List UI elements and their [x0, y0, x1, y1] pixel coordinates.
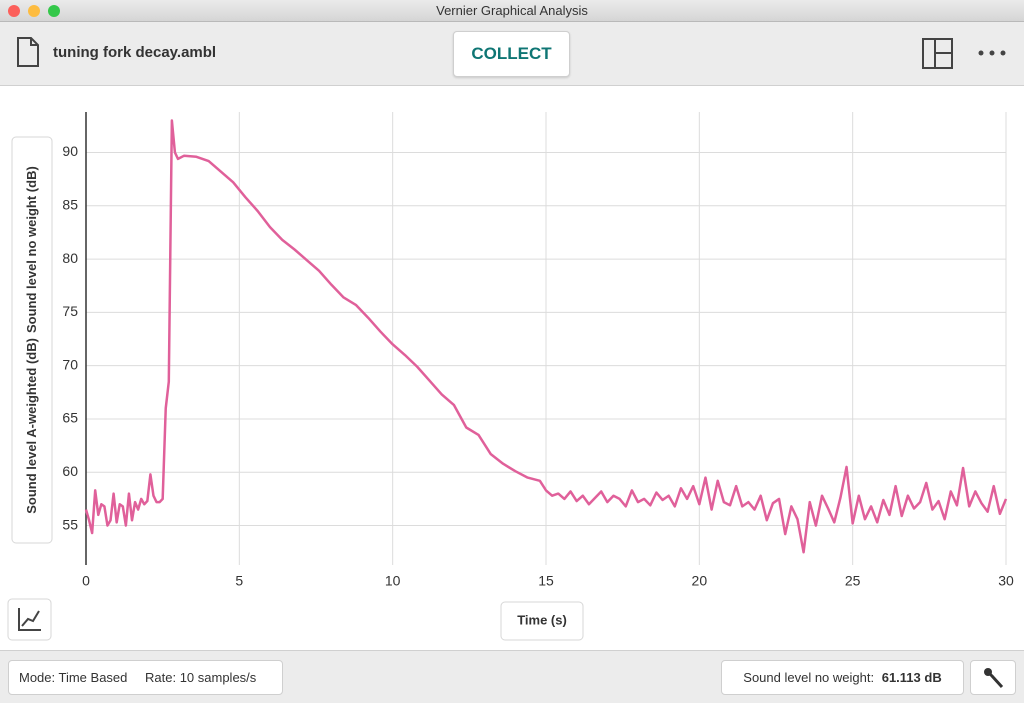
graph-options-icon — [18, 608, 41, 631]
y-tick-label: 60 — [62, 463, 78, 479]
chart: Sound level A-weighted (dB) Sound level n… — [7, 112, 1014, 641]
x-tick-label: 30 — [998, 573, 1014, 589]
meter-box[interactable]: Sound level no weight: 61.113 dB — [721, 660, 964, 695]
y-tick-label: 65 — [62, 410, 78, 426]
x-axis-label: Time (s) — [517, 612, 567, 627]
zoom-button[interactable] — [48, 5, 60, 17]
x-tick-label: 15 — [538, 573, 554, 589]
mode-text: Mode: Time Based — [19, 670, 128, 685]
y-tick-label: 90 — [62, 143, 78, 159]
toolbar: tuning fork decay.ambl COLLECT — [0, 22, 1024, 86]
x-tick-label: 5 — [235, 573, 243, 589]
data-line — [84, 119, 1008, 554]
y-axis-label-2: Sound level no weight (dB) — [24, 166, 39, 333]
meter-label: Sound level no weight: — [743, 670, 875, 685]
y-axis-label-1: Sound level A-weighted (dB) — [24, 338, 39, 514]
y-tick-label: 80 — [62, 250, 78, 266]
wrench-icon — [984, 668, 1004, 689]
x-tick-label: 20 — [692, 573, 708, 589]
rate-text: Rate: 10 samples/s — [145, 670, 257, 685]
sensor-settings-button[interactable] — [970, 660, 1016, 695]
close-button[interactable] — [8, 5, 20, 17]
collect-button[interactable]: COLLECT — [453, 31, 570, 77]
y-tick-label: 75 — [62, 303, 78, 319]
file-icon[interactable] — [16, 36, 40, 68]
x-tick-label: 25 — [845, 573, 861, 589]
x-label-box[interactable] — [500, 601, 584, 641]
mode-box[interactable]: Mode: Time Based Rate: 10 samples/s — [8, 660, 283, 695]
y-axis-label: Sound level A-weighted (dB) Sound level n… — [24, 166, 39, 514]
y-tick-label: 70 — [62, 356, 78, 372]
x-tick-label: 10 — [385, 573, 401, 589]
title-bar: Vernier Graphical Analysis — [0, 0, 1024, 22]
more-button[interactable] — [976, 48, 1010, 58]
file-name[interactable]: tuning fork decay.ambl — [53, 44, 217, 61]
layout-button[interactable] — [922, 38, 954, 70]
minimize-button[interactable] — [28, 5, 40, 17]
y-tick-label: 55 — [62, 516, 78, 532]
y-label-box[interactable] — [11, 136, 53, 544]
window-title: Vernier Graphical Analysis — [436, 3, 588, 18]
x-tick-label: 0 — [82, 573, 90, 589]
y-tick-label: 85 — [62, 197, 78, 213]
meter-value: 61.113 dB — [881, 670, 942, 685]
status-bar: Mode: Time Based Rate: 10 samples/s Soun… — [0, 650, 1024, 703]
